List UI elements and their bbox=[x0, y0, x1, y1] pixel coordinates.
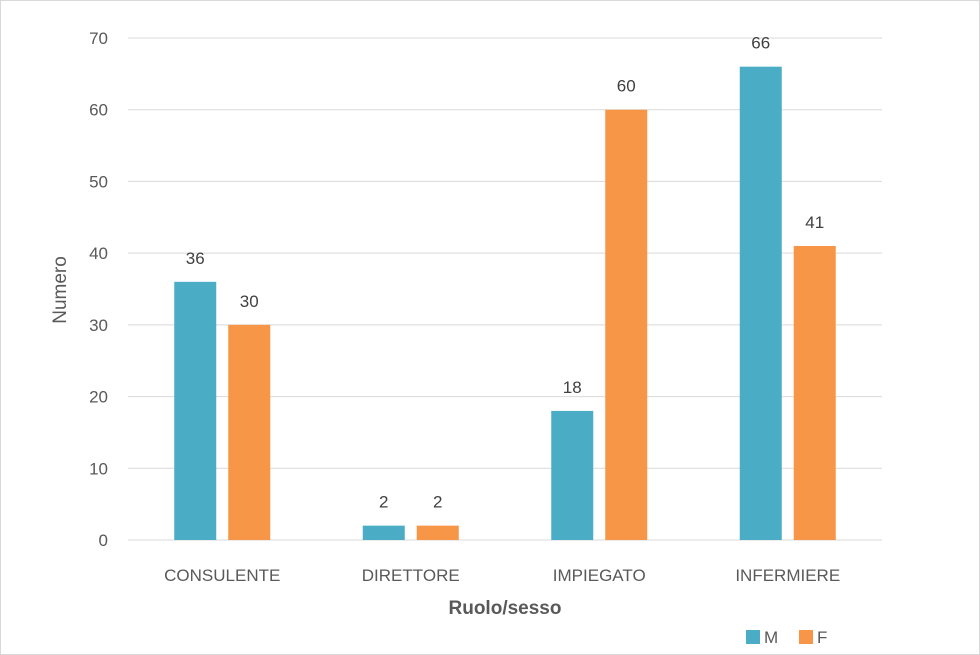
y-tick-label: 30 bbox=[89, 316, 108, 335]
y-tick-label: 60 bbox=[89, 101, 108, 120]
bar-F-infermiere bbox=[793, 245, 836, 540]
legend-label: F bbox=[817, 628, 827, 647]
legend-label: M bbox=[764, 628, 778, 647]
bar-M-consulente bbox=[174, 281, 217, 540]
data-label: 2 bbox=[379, 493, 388, 512]
y-tick-label: 20 bbox=[89, 388, 108, 407]
data-label: 41 bbox=[805, 213, 824, 232]
x-tick-label: CONSULENTE bbox=[164, 566, 280, 585]
data-label: 18 bbox=[563, 378, 582, 397]
data-labels: 36 30 2 2 18 60 66 41 bbox=[186, 34, 824, 512]
y-tick-label: 50 bbox=[89, 172, 108, 191]
y-tick-label: 10 bbox=[89, 459, 108, 478]
bar-F-consulente bbox=[228, 324, 271, 540]
bar-M-direttore bbox=[362, 525, 405, 540]
legend-swatch-F bbox=[799, 630, 813, 644]
x-tick-label: DIRETTORE bbox=[362, 566, 460, 585]
data-label: 60 bbox=[617, 77, 636, 96]
data-label: 2 bbox=[433, 493, 442, 512]
y-tick-label: 70 bbox=[89, 29, 108, 48]
data-label: 36 bbox=[186, 249, 205, 268]
bar-M-infermiere bbox=[739, 66, 782, 540]
x-tick-label: INFERMIERE bbox=[735, 566, 840, 585]
x-tick-label: IMPIEGATO bbox=[553, 566, 646, 585]
y-tick-label: 0 bbox=[99, 531, 108, 550]
bar-F-impiegato bbox=[605, 109, 648, 540]
y-tick-labels: 0 10 20 30 40 50 60 70 bbox=[89, 29, 108, 550]
y-axis-title: Numero bbox=[50, 256, 71, 324]
data-label: 30 bbox=[240, 292, 259, 311]
data-label: 66 bbox=[751, 34, 770, 53]
x-axis-title: Ruolo/sesso bbox=[449, 598, 562, 619]
y-tick-label: 40 bbox=[89, 244, 108, 263]
legend-swatch-M bbox=[746, 630, 760, 644]
bar-F-direttore bbox=[416, 525, 459, 540]
bars bbox=[174, 66, 836, 540]
x-tick-labels: CONSULENTE DIRETTORE IMPIEGATO INFERMIERE bbox=[164, 566, 840, 585]
bar-M-impiegato bbox=[551, 410, 594, 540]
